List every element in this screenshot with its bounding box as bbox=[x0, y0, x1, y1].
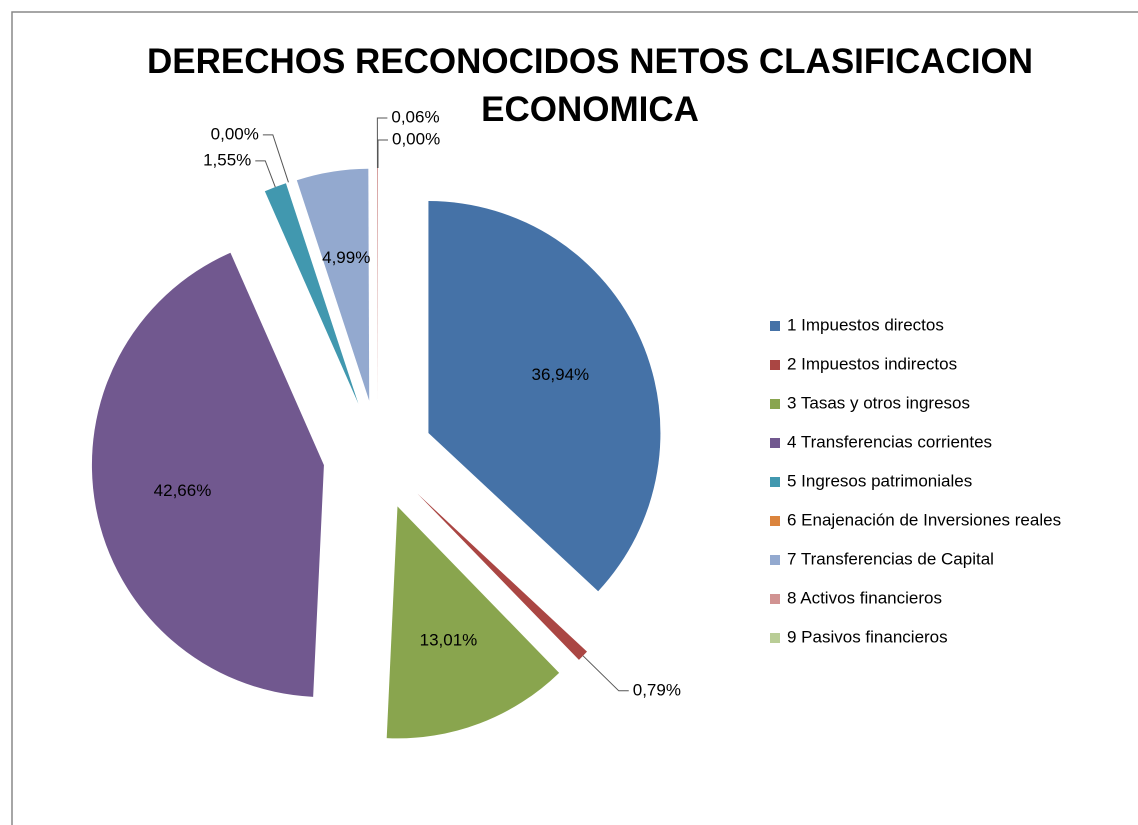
data-label: 36,94% bbox=[532, 365, 590, 384]
legend-swatch bbox=[770, 594, 780, 604]
legend-label: 4 Transferencias corrientes bbox=[787, 432, 992, 451]
chart-border bbox=[11, 11, 1138, 825]
pie-slice bbox=[386, 506, 560, 739]
legend-swatch bbox=[770, 633, 780, 643]
legend-swatch bbox=[770, 438, 780, 448]
leader-line bbox=[377, 139, 388, 168]
leader-line bbox=[262, 134, 289, 183]
legend-swatch bbox=[770, 360, 780, 370]
pie-slice bbox=[377, 168, 378, 401]
data-label: 42,66% bbox=[154, 481, 212, 500]
leader-line bbox=[255, 160, 276, 188]
legend-label: 3 Tasas y otros ingresos bbox=[787, 393, 970, 412]
pie-slice bbox=[288, 182, 361, 403]
data-label: 0,79% bbox=[633, 680, 681, 699]
data-label: 0,00% bbox=[211, 124, 259, 143]
legend-label: 5 Ingresos patrimoniales bbox=[787, 471, 972, 490]
data-label: 4,99% bbox=[322, 248, 370, 267]
pie-slice bbox=[428, 201, 661, 592]
legend-label: 1 Impuestos directos bbox=[787, 315, 944, 334]
legend-swatch bbox=[770, 399, 780, 409]
data-label: 1,55% bbox=[203, 150, 251, 169]
pie-slice bbox=[91, 252, 324, 697]
chart-title: DERECHOS RECONOCIDOS NETOS CLASIFICACION… bbox=[146, 42, 1034, 129]
legend-swatch bbox=[770, 555, 780, 565]
pie-slice bbox=[417, 493, 588, 660]
legend-swatch bbox=[770, 516, 780, 526]
leader-line bbox=[376, 117, 388, 169]
legend-label: 2 Impuestos indirectos bbox=[787, 354, 957, 373]
pie-slice bbox=[264, 183, 359, 404]
legend-swatch bbox=[770, 321, 780, 331]
legend-label: 9 Pasivos financieros bbox=[787, 627, 948, 646]
data-label: 0,00% bbox=[392, 129, 440, 148]
legend-label: 7 Transferencias de Capital bbox=[787, 549, 994, 568]
leader-line bbox=[582, 655, 629, 692]
legend-label: 8 Activos financieros bbox=[787, 588, 942, 607]
data-label: 13,01% bbox=[420, 630, 478, 649]
legend-swatch bbox=[770, 477, 780, 487]
data-label: 0,06% bbox=[391, 107, 439, 126]
pie-slice bbox=[296, 168, 370, 401]
legend-label: 6 Enajenación de Inversiones reales bbox=[787, 510, 1061, 529]
